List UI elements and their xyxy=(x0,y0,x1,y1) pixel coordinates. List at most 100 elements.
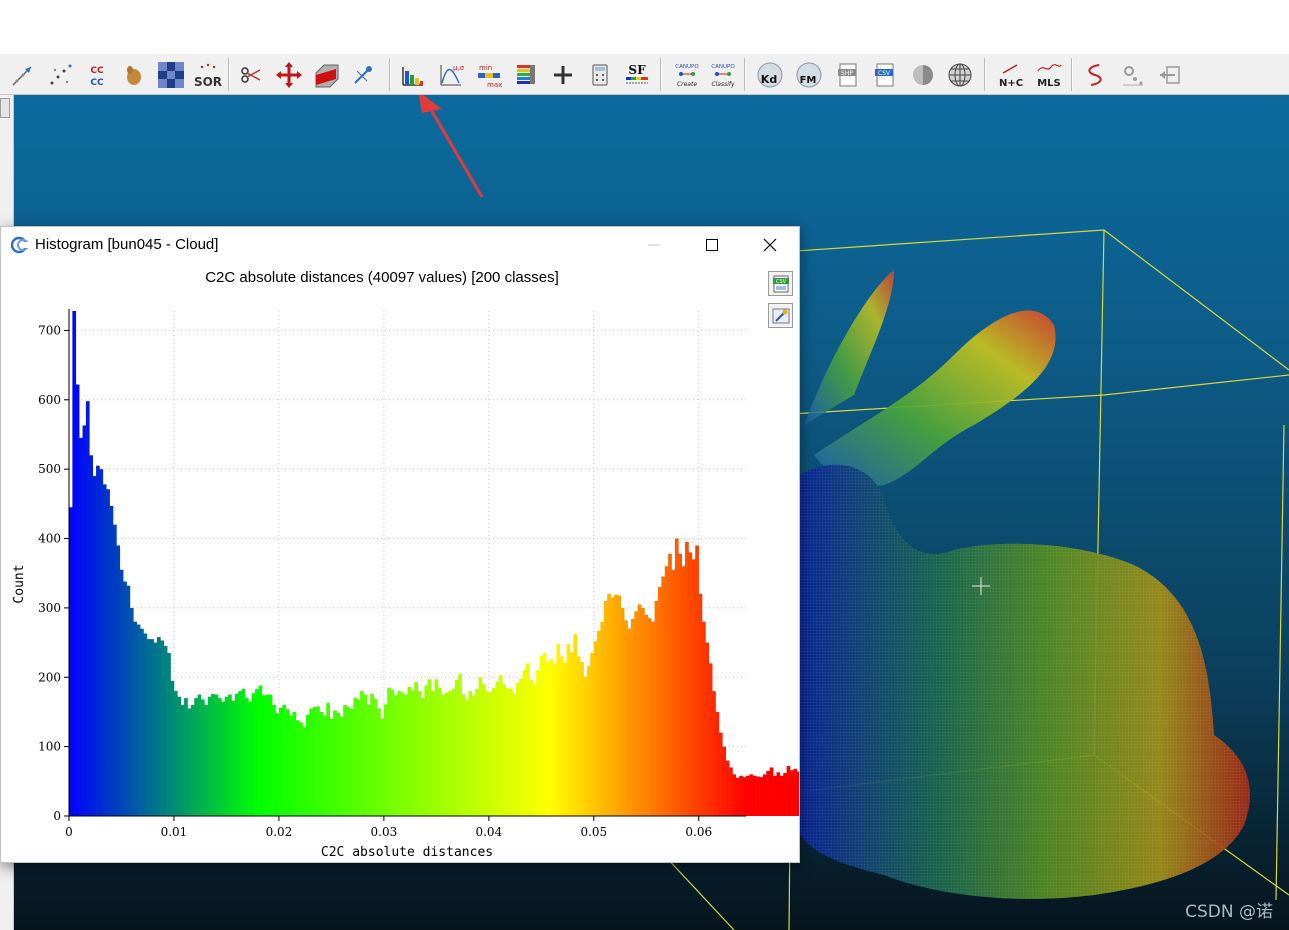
statistics-button[interactable]: μ,σ xyxy=(436,60,466,90)
histogram-bar xyxy=(498,675,503,816)
histogram-bar xyxy=(119,569,124,816)
min-max-filter-button[interactable]: min max xyxy=(474,60,504,90)
point-picking-button[interactable] xyxy=(348,60,378,90)
svg-text:min: min xyxy=(479,64,492,72)
fast-marching-icon: FM xyxy=(796,62,822,88)
histogram-bar xyxy=(299,722,303,816)
sphere-button[interactable] xyxy=(908,60,938,90)
histogram-bar xyxy=(268,694,273,816)
histogram-bar xyxy=(336,712,341,816)
histogram-bar xyxy=(282,705,286,816)
maximize-button[interactable] xyxy=(689,227,735,263)
histogram-bar xyxy=(454,680,459,816)
histogram-bar xyxy=(204,705,209,816)
histogram-bar xyxy=(79,437,83,816)
histogram-bar xyxy=(522,670,527,816)
histogram-bar xyxy=(793,768,798,816)
s-curve-button[interactable] xyxy=(1080,60,1110,90)
canupo-create-button[interactable]: CANUPO Create xyxy=(672,60,702,90)
histogram-bar xyxy=(549,659,554,816)
svg-text:CANUPO: CANUPO xyxy=(675,64,699,70)
histogram-bar xyxy=(471,695,476,816)
mls-smoothing-button[interactable]: MLS xyxy=(1034,60,1064,90)
minimize-button[interactable] xyxy=(631,227,677,263)
add-scalar-field-icon xyxy=(554,66,572,84)
kdtree-button[interactable]: Kd xyxy=(755,60,785,90)
rasterize-button[interactable] xyxy=(156,60,186,90)
translate-rotate-button[interactable] xyxy=(274,60,304,90)
dock-tab-handle[interactable] xyxy=(0,98,10,118)
histogram-bar xyxy=(305,714,310,816)
canupo-classify-button[interactable]: CANUPO Classify xyxy=(708,60,738,90)
export-csv-button[interactable]: CSV xyxy=(768,271,793,296)
x-axis-label: C2C absolute distances xyxy=(321,845,493,860)
sphere-icon xyxy=(913,65,933,85)
histogram-bar xyxy=(377,708,381,816)
fast-marching-button[interactable]: FM xyxy=(794,60,824,90)
cross-section-button[interactable] xyxy=(311,60,341,90)
cloud-cloud-distance-button[interactable]: CC CC xyxy=(82,60,112,90)
min-max-filter-icon: min max xyxy=(478,64,502,89)
histogram-bar xyxy=(234,693,239,816)
histogram-bar xyxy=(72,311,77,816)
histogram-bar xyxy=(586,666,591,816)
histogram-button[interactable] xyxy=(398,60,428,90)
csv-export-icon: CSV xyxy=(772,275,789,292)
histogram-bar xyxy=(99,469,104,816)
histogram-bar xyxy=(194,698,198,816)
arrow-frame-button[interactable] xyxy=(1156,60,1186,90)
calculator-button[interactable] xyxy=(585,60,615,90)
color-scale-button[interactable] xyxy=(511,60,541,90)
normals-curvature-icon: N+C xyxy=(999,64,1023,89)
histogram-bar xyxy=(790,770,794,816)
histogram-bar xyxy=(573,634,578,816)
csv-export-button[interactable]: CSV xyxy=(870,60,900,90)
export-image-button[interactable] xyxy=(768,303,793,328)
globe-grid-button[interactable] xyxy=(945,60,975,90)
add-scalar-field-button[interactable] xyxy=(548,60,578,90)
histogram-bar xyxy=(749,774,754,816)
histogram-window: Histogram [bun045 - Cloud] C2C absolute … xyxy=(0,226,800,863)
shp-export-button[interactable]: SHP xyxy=(833,60,863,90)
histogram-bar xyxy=(613,594,618,816)
segment-scissors-button[interactable] xyxy=(237,60,267,90)
histogram-icon xyxy=(402,67,423,86)
sor-filter-button[interactable]: SOR xyxy=(193,60,223,90)
svg-text:max: max xyxy=(487,81,502,89)
compute-normals-button[interactable] xyxy=(8,60,38,90)
translate-rotate-icon xyxy=(276,62,302,88)
csv-export-icon: CSV xyxy=(875,63,894,87)
subsample-button[interactable] xyxy=(119,60,149,90)
sf-arithmetic-button[interactable]: SF xyxy=(622,60,652,90)
histogram-bar xyxy=(759,777,764,816)
histogram-bar xyxy=(468,691,473,816)
histogram-bar xyxy=(783,772,787,816)
close-button[interactable] xyxy=(747,227,793,263)
histogram-bar xyxy=(746,775,750,816)
settings-cloud-button[interactable] xyxy=(1118,60,1148,90)
histogram-bar xyxy=(353,698,358,816)
histogram-bar xyxy=(102,484,107,816)
histogram-bar xyxy=(617,595,622,816)
y-tick-label: 0 xyxy=(53,809,61,823)
color-scale-icon xyxy=(517,65,535,84)
histogram-chart[interactable]: 0 100 200 300 400 500 600 700 0 0.01 0.02 0.03 0.04 0… xyxy=(1,227,799,862)
mls-smoothing-icon: MLS xyxy=(1037,64,1062,89)
normals-curvature-button[interactable]: N+C xyxy=(996,60,1026,90)
histogram-bar xyxy=(492,687,496,816)
histogram-bar xyxy=(654,600,659,816)
histogram-bar xyxy=(644,614,649,816)
histogram-bar xyxy=(123,581,127,816)
histogram-bar xyxy=(343,705,347,816)
histogram-bar xyxy=(593,641,598,816)
scatter-points-button[interactable] xyxy=(45,60,75,90)
window-titlebar[interactable]: Histogram [bun045 - Cloud] xyxy=(1,227,799,263)
histogram-bar xyxy=(329,718,334,816)
x-tick-label: 0.03 xyxy=(371,825,398,839)
svg-text:N+C: N+C xyxy=(999,78,1023,89)
histogram-bar xyxy=(488,692,493,816)
histogram-bar xyxy=(603,600,608,816)
histogram-bar xyxy=(228,694,232,816)
histogram-bar xyxy=(458,673,462,816)
